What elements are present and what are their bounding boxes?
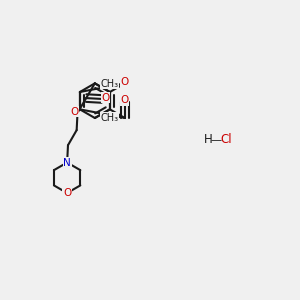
Text: O: O bbox=[101, 93, 110, 103]
Text: CH₃: CH₃ bbox=[101, 112, 119, 123]
Text: CH₃: CH₃ bbox=[101, 79, 119, 89]
Text: O: O bbox=[121, 95, 129, 105]
Text: N: N bbox=[63, 158, 71, 167]
Text: O: O bbox=[121, 77, 129, 87]
Text: O: O bbox=[70, 107, 79, 117]
Text: Cl: Cl bbox=[220, 134, 232, 146]
Text: —: — bbox=[211, 135, 222, 145]
Text: H: H bbox=[204, 134, 212, 146]
Text: O: O bbox=[63, 188, 71, 198]
